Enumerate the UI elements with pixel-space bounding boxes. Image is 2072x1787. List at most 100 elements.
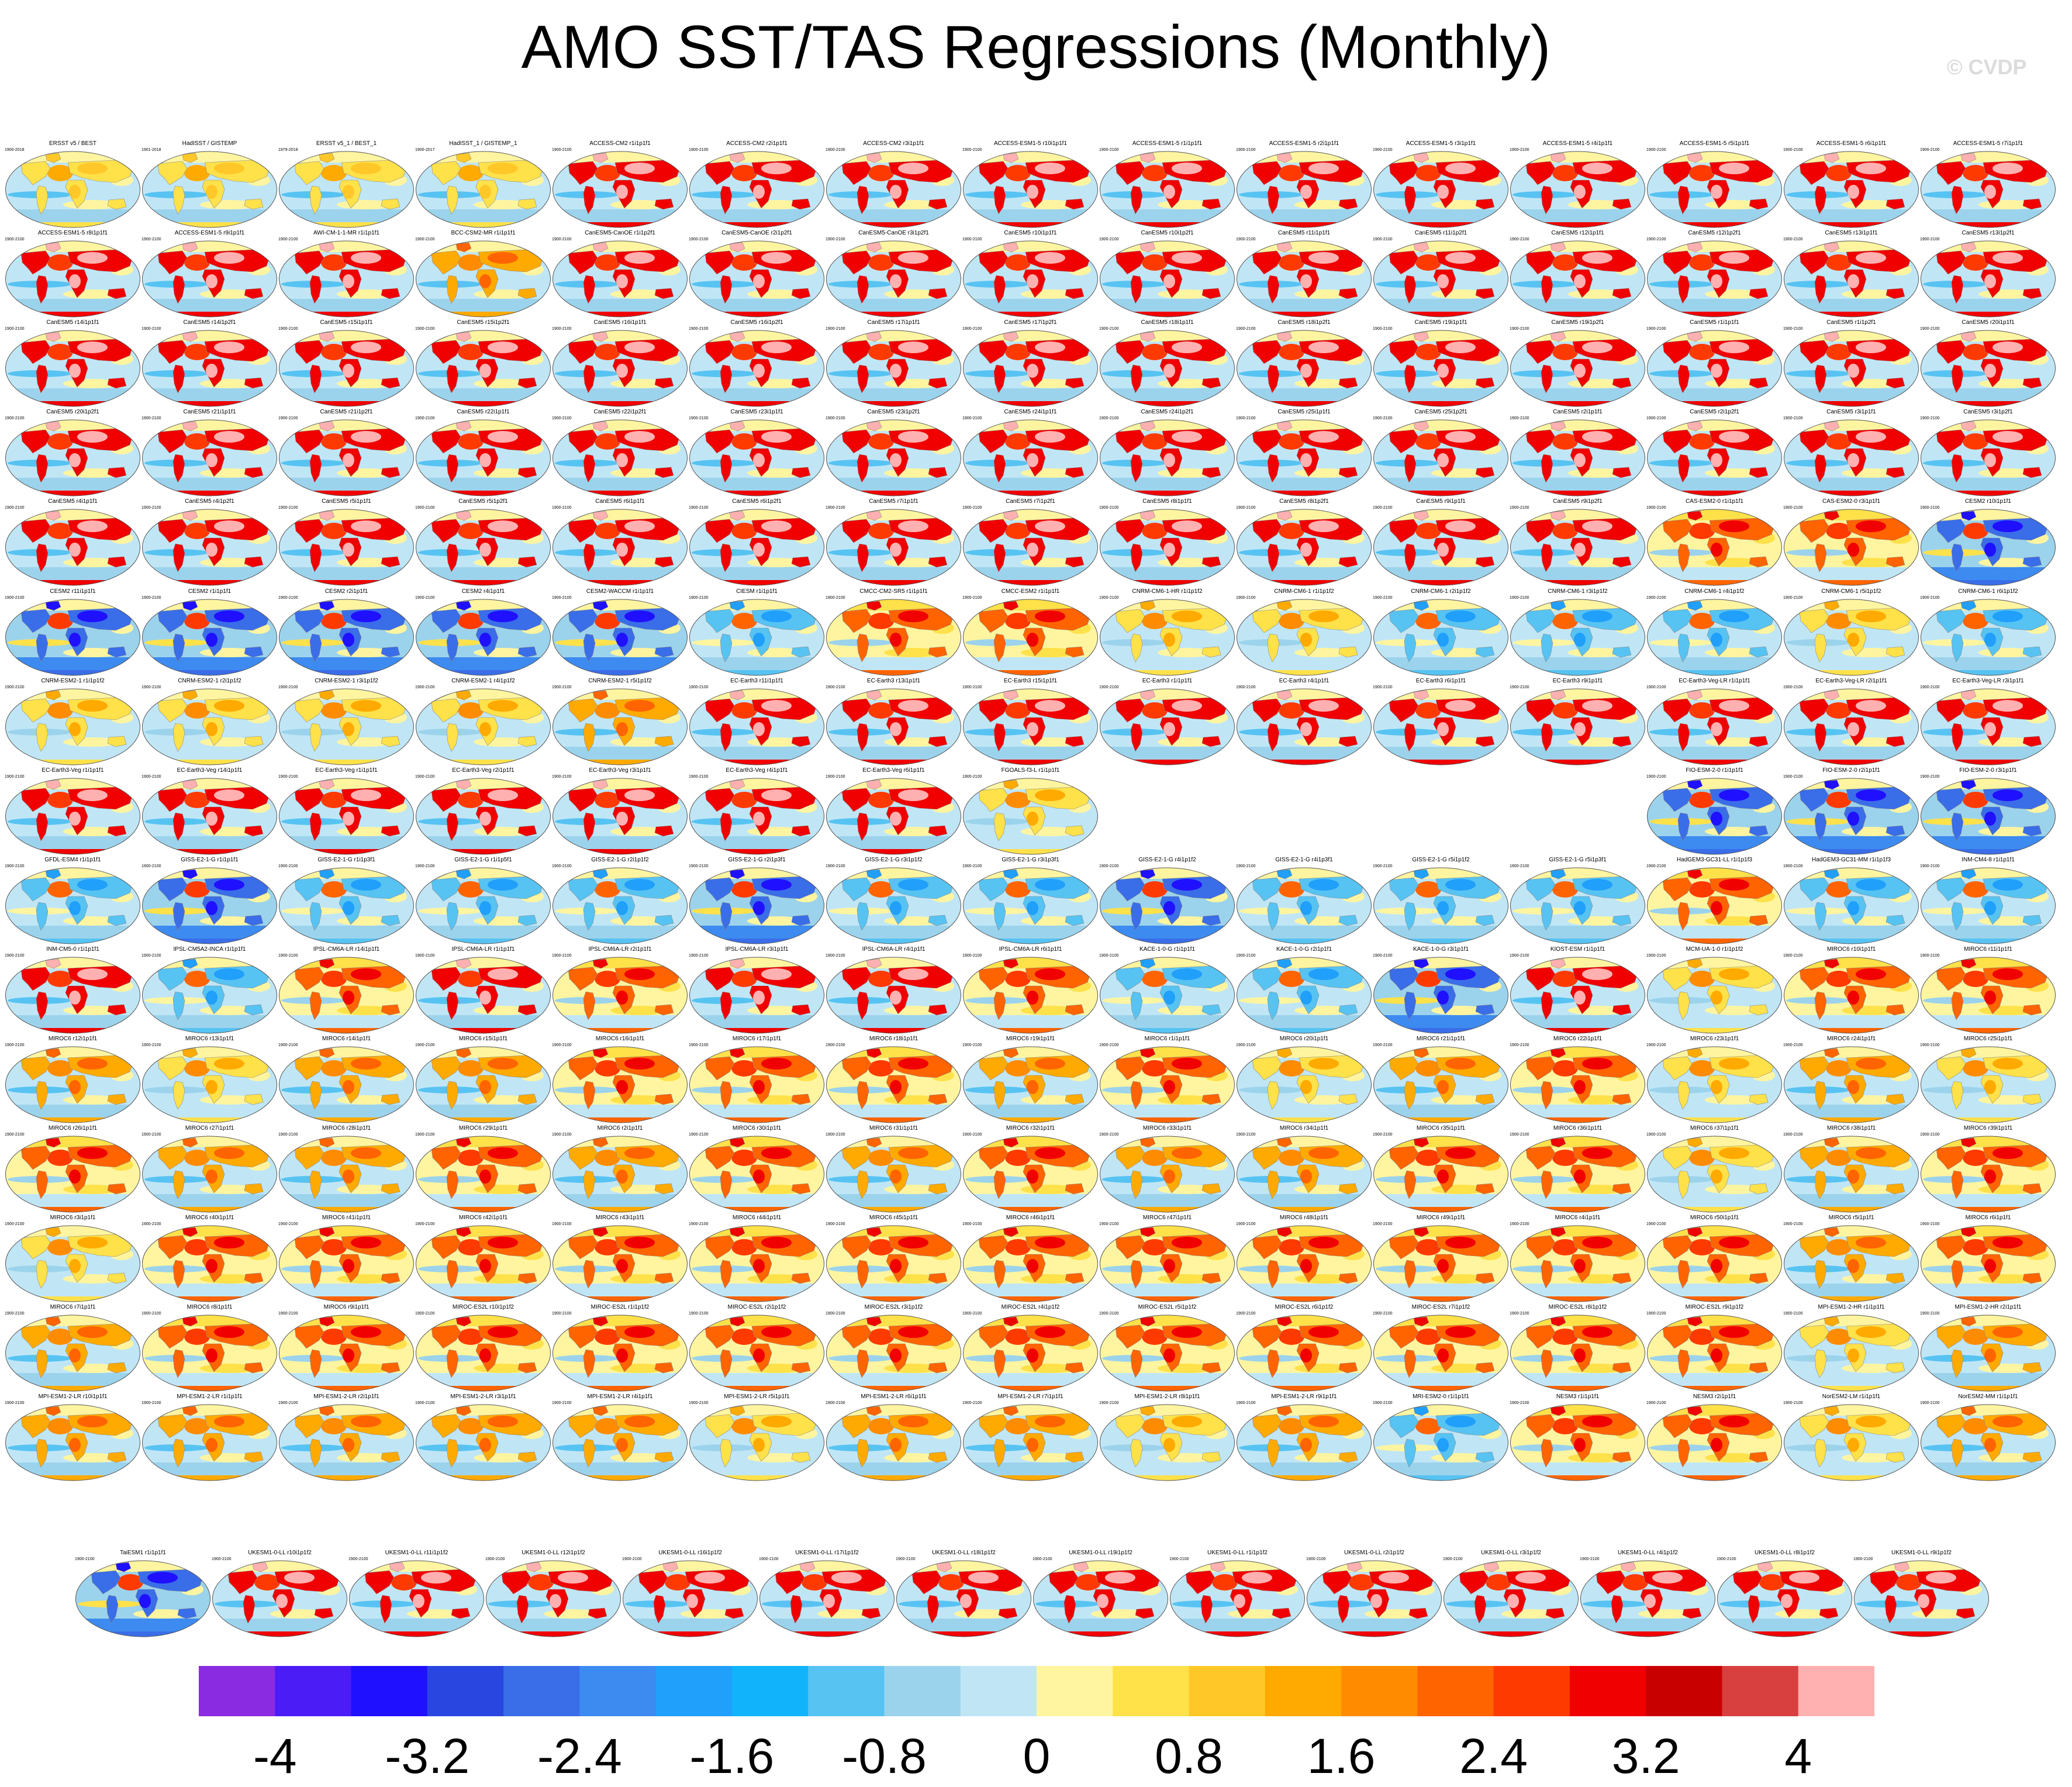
north-atlantic-anomaly [1415, 165, 1441, 181]
africa-hotspot [1847, 274, 1859, 289]
africa-hotspot [1300, 1438, 1312, 1453]
africa-hotspot [1847, 1348, 1859, 1363]
regression-map [1237, 330, 1372, 407]
land-hotspot [1308, 1147, 1339, 1160]
land-hotspot [1445, 699, 1476, 712]
map-outline [279, 240, 414, 318]
australia [1065, 467, 1085, 478]
africa-hotspot [890, 1348, 902, 1363]
south-america [1677, 275, 1690, 304]
antarctica [689, 580, 824, 586]
antarctica [689, 670, 824, 675]
south-america [36, 185, 49, 215]
arctic-band [142, 420, 277, 432]
australia [1201, 467, 1221, 478]
map-panel: FGOALS-f3-L r1i1p1f1 1900-2100 [962, 767, 1099, 855]
regression-map [963, 509, 1098, 586]
south-america [993, 454, 1006, 483]
arctic-band [1373, 1315, 1508, 1327]
africa-hotspot [1574, 453, 1586, 468]
map-panel: CIESM r1i1p1f1 1900-2100 [689, 588, 825, 676]
south-america [720, 544, 733, 573]
south-america [1814, 364, 1827, 394]
map-panel: CanESM5 r17i1p1f1 1900-2100 [826, 319, 962, 407]
regression-map [1373, 599, 1508, 675]
antarctica [142, 580, 277, 586]
panel-title: CanESM5-CanOE r1i1p2f1 [585, 230, 655, 237]
greenland [1413, 242, 1429, 253]
north-atlantic-anomaly [595, 344, 620, 361]
panel-title: CanESM5 r15i1p2f1 [457, 319, 510, 326]
panel-title: CanESM5 r2i1p2f1 [1690, 409, 1739, 416]
arctic-band [142, 151, 277, 163]
regression-map [416, 778, 551, 855]
greenland [592, 153, 609, 163]
map-panel: MIROC6 r15i1p1f1 1900-2100 [415, 1036, 551, 1123]
map-outline [689, 330, 824, 407]
land-hotspot [1856, 610, 1886, 622]
panel-years: 1900-2100 [552, 148, 572, 152]
regression-map [826, 867, 961, 944]
north-america [1936, 161, 1966, 185]
regression-map [689, 1046, 824, 1123]
regression-map [552, 688, 688, 765]
africa-hotspot [1574, 990, 1586, 1005]
africa-hotspot [206, 1438, 217, 1453]
panel-title: CanESM5 r25i1p2f1 [1414, 409, 1467, 416]
land-hotspot [214, 878, 244, 891]
africa-hotspot [1711, 632, 1722, 647]
panel-title: EC-Earth3-Veg-LR r3i1p1f1 [1952, 677, 2024, 684]
land-hotspot [898, 1416, 928, 1428]
land-hotspot [1992, 789, 2023, 801]
panel-title: UKESM1-0-LL r9i1p1f2 [1891, 1550, 1952, 1556]
land-hotspot [761, 163, 792, 174]
antarctica [1510, 580, 1645, 586]
land-hotspot [77, 1237, 108, 1249]
south-america [446, 454, 459, 483]
africa-hotspot [1711, 453, 1722, 468]
map-panel: MIROC6 r21i1p1f1 1900-2100 [1373, 1036, 1509, 1123]
regression-map [1647, 330, 1782, 407]
map-panel: MIROC6 r17i1p1f1 1900-2100 [689, 1036, 825, 1123]
antarctica [279, 312, 414, 318]
land-hotspot [1719, 520, 1749, 533]
map-panel: MIROC6 r50i1p1f1 1900-2100 [1646, 1215, 1783, 1302]
map-panel: CanESM5 r10i1p2f1 1900-2100 [1099, 230, 1235, 318]
australia [1885, 557, 1905, 568]
africa-hotspot [139, 1594, 151, 1608]
africa-hotspot [1300, 722, 1312, 736]
arctic-band [689, 778, 824, 789]
map-panel: CanESM5 r16i1p1f1 1900-2100 [552, 319, 688, 407]
north-america [1662, 429, 1693, 454]
map-outline [279, 599, 414, 675]
map-panel: GISS-E2-1-G r2i1p1f2 1900-2100 [552, 857, 688, 944]
south-america [1404, 275, 1417, 304]
south-america [1951, 454, 1964, 483]
south-america [309, 364, 322, 394]
north-america [294, 609, 324, 633]
panel-title: EC-Earth3-Veg-LR r2i1p1f1 [1815, 677, 1887, 684]
arctic-band [5, 1405, 140, 1416]
australia [107, 198, 127, 210]
africa-hotspot [343, 274, 354, 289]
africa-hotspot [479, 1348, 491, 1363]
africa-hotspot [1711, 1170, 1722, 1184]
map-panel: GISS-E2-1-G r3i1p3f1 1900-2100 [962, 857, 1099, 944]
land-hotspot [898, 610, 928, 622]
panel-title: CESM2 r4i1p1f1 [461, 588, 505, 595]
regression-map [279, 509, 414, 586]
arctic-band [1647, 151, 1782, 163]
map-outline [552, 330, 688, 407]
greenland [1139, 153, 1156, 163]
map-panel: TaiESM1 r1i1p1f1 1900-2100 [75, 1550, 211, 1637]
land-hotspot [1582, 1416, 1612, 1428]
panel-title: ACCESS-ESM1-5 r6i1p1f1 [1816, 140, 1887, 147]
regression-map [1921, 1404, 2056, 1481]
map-panel: CanESM5 r5i1p1f1 1900-2100 [278, 498, 415, 586]
panel-title: CanESM5 r21i1p1f1 [183, 409, 236, 416]
regression-map [5, 419, 140, 496]
greenland [729, 332, 745, 342]
regression-map [416, 957, 551, 1034]
panel-title: CNRM-ESM2-1 r2i1p1f2 [178, 677, 241, 684]
land-hotspot [761, 968, 792, 980]
